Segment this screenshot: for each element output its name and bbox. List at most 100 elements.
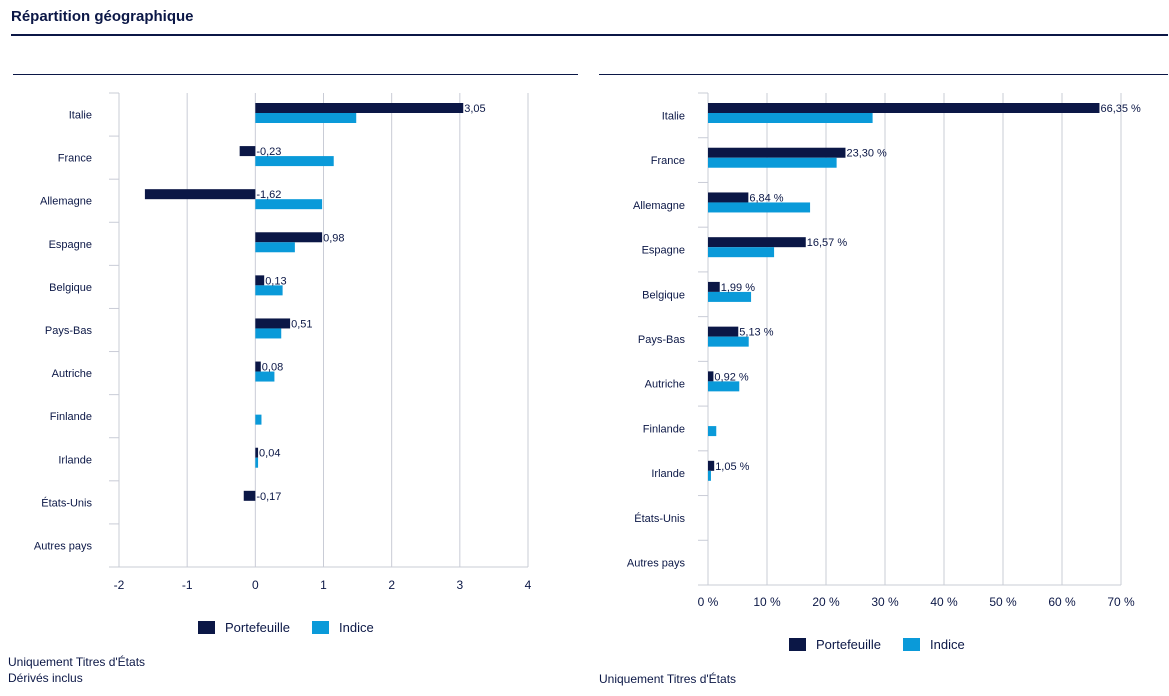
legend-label-portfolio: Portefeuille (225, 620, 291, 635)
left-panel-divider (13, 74, 578, 75)
category-label: Autres pays (34, 540, 93, 552)
portfolio-bar (708, 192, 749, 203)
category-label: États-Unis (634, 512, 685, 525)
portfolio-bar (708, 103, 1100, 113)
legend-item-index: Indice (903, 637, 965, 652)
index-bar (255, 414, 262, 425)
portfolio-bar (708, 326, 739, 337)
index-bar (708, 426, 717, 437)
page-title: Répartition géographique (11, 8, 194, 25)
data-label: -1,62 (256, 189, 281, 201)
index-bar (255, 328, 282, 339)
category-label: Finlande (643, 423, 685, 435)
category-label: Espagne (49, 239, 92, 251)
data-label: 23,30 % (846, 148, 887, 160)
data-label: 0,51 (291, 318, 312, 330)
note-government-securities: Uniquement Titres d'États (599, 672, 737, 686)
x-tick-label: -2 (114, 578, 125, 592)
portfolio-bar (255, 103, 464, 113)
portfolio-bar (708, 147, 846, 158)
right-chart-notes: Uniquement Titres d'États (599, 671, 736, 687)
index-bar (708, 202, 811, 213)
x-tick-label: 0 (252, 578, 259, 592)
category-label: Autres pays (627, 558, 686, 570)
index-bar (255, 285, 283, 296)
portfolio-bar (708, 281, 720, 292)
legend-swatch-portfolio (198, 621, 215, 634)
category-label: Italie (662, 110, 685, 122)
x-tick-label: 20 % (812, 595, 840, 609)
legend-swatch-portfolio (789, 638, 806, 651)
legend-label-index: Indice (339, 620, 374, 635)
legend-swatch-index (903, 638, 921, 651)
data-label: 1,99 % (721, 282, 755, 294)
data-label: -0,17 (256, 491, 281, 503)
portfolio-bar (255, 361, 261, 372)
index-bar (255, 113, 357, 123)
portfolio-bar (708, 237, 806, 248)
index-bar (255, 457, 259, 468)
data-label: 0,13 (265, 275, 286, 287)
x-tick-label: 70 % (1107, 595, 1135, 609)
left-chart-notes: Uniquement Titres d'États Dérivés inclus (8, 654, 145, 686)
category-label: France (58, 153, 92, 165)
portfolio-bar (144, 189, 256, 200)
category-label: Autriche (52, 368, 92, 380)
category-label: Belgique (642, 289, 685, 301)
x-tick-label: 40 % (930, 595, 958, 609)
portfolio-bar (255, 447, 259, 458)
data-label: 0,92 % (714, 371, 748, 383)
category-label: Irlande (651, 468, 685, 480)
category-label: Allemagne (633, 200, 685, 212)
data-label: -0,23 (256, 146, 281, 158)
index-bar (708, 157, 837, 168)
data-label: 0,08 (262, 362, 283, 374)
portfolio-bar (255, 275, 265, 286)
legend-label-index: Indice (930, 637, 965, 652)
index-bar (255, 242, 295, 253)
category-label: Pays-Bas (638, 334, 686, 346)
x-tick-label: 0 % (698, 595, 719, 609)
data-label: 0,04 (259, 448, 280, 460)
category-label: Finlande (50, 411, 92, 423)
portfolio-bar (255, 318, 291, 329)
data-label: 3,05 (464, 103, 485, 115)
data-label: 5,13 % (739, 327, 773, 339)
x-tick-label: 4 (525, 578, 532, 592)
category-label: Allemagne (40, 196, 92, 208)
data-label: 6,84 % (749, 192, 783, 204)
legend-swatch-index (312, 621, 330, 634)
category-label: Espagne (642, 245, 685, 257)
portfolio-bar (708, 371, 714, 382)
category-label: Irlande (58, 454, 92, 466)
right-panel-divider (599, 74, 1168, 75)
portfolio-bar (255, 232, 323, 243)
x-tick-label: -1 (182, 578, 193, 592)
portfolio-bar (708, 460, 715, 471)
index-bar (708, 247, 775, 258)
category-label: États-Unis (41, 496, 92, 509)
x-tick-label: 30 % (871, 595, 899, 609)
index-bar (255, 156, 334, 167)
index-bar (708, 470, 711, 481)
legend-item-portfolio: Portefeuille (198, 620, 290, 635)
data-label: 16,57 % (807, 237, 848, 249)
left-legend: Portefeuille Indice (198, 620, 374, 635)
index-bar (708, 113, 873, 123)
category-label: Autriche (645, 379, 685, 391)
legend-item-index: Indice (312, 620, 374, 635)
x-tick-label: 3 (456, 578, 463, 592)
legend-label-portfolio: Portefeuille (816, 637, 882, 652)
category-label: France (651, 155, 685, 167)
x-tick-label: 10 % (753, 595, 781, 609)
index-bar (708, 381, 740, 392)
x-tick-label: 50 % (989, 595, 1017, 609)
data-label: 0,98 (323, 232, 344, 244)
category-label: Belgique (49, 282, 92, 294)
category-label: Pays-Bas (45, 325, 93, 337)
title-divider (11, 34, 1168, 36)
legend-item-portfolio: Portefeuille (789, 637, 881, 652)
note-government-securities: Uniquement Titres d'États (8, 655, 146, 669)
